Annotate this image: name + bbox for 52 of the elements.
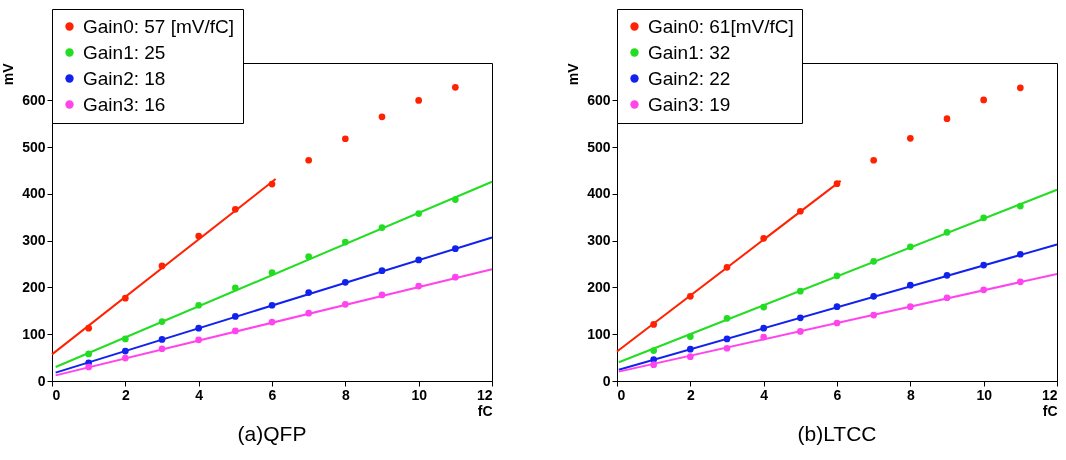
x-tick-label: 10 [411,386,428,403]
point [1016,84,1024,92]
legend-label: Gain2: 18 [83,67,166,89]
point [870,156,878,164]
x-tick-label: 4 [760,386,769,403]
point [378,113,386,121]
y-tick-label: 0 [37,372,46,389]
point [451,83,459,91]
y-tick-label: 600 [587,91,611,108]
y-tick-label: 0 [602,372,611,389]
point [305,156,313,164]
y-axis-title: mV [565,62,582,86]
legend-label: Gain1: 32 [648,41,731,63]
point [980,96,988,104]
y-tick-label: 500 [587,138,611,155]
x-tick-label: 8 [341,386,350,403]
text: (b)LTCC [797,422,877,445]
x-axis-title: fC [477,402,493,419]
x-tick-label: 0 [52,386,61,403]
legend-label: Gain0: 61[mV/fC] [648,15,794,37]
point [943,115,951,122]
y-tick-label: 400 [22,185,46,202]
x-tick-label: 0 [617,386,626,403]
legend-label: Gain3: 19 [648,93,731,115]
x-tick-label: 12 [1041,386,1058,403]
y-tick-label: 300 [587,232,611,249]
y-tick-label: 100 [22,325,46,342]
x-tick-label: 10 [976,386,993,403]
x-tick-label: 12 [476,386,493,403]
y-axis-title: mV [0,62,17,86]
y-tick-label: 600 [22,91,46,108]
point [341,135,349,143]
legend-label: Gain2: 22 [648,67,731,89]
point [906,134,914,142]
y-tick-label: 300 [22,232,46,249]
x-axis-title: fC [1042,402,1058,419]
x-tick-label: 4 [195,386,204,403]
y-tick-label: 100 [587,325,611,342]
x-tick-label: 8 [906,386,915,403]
text: (a)QFP [237,422,307,445]
point [415,97,423,104]
y-tick-label: 500 [22,138,46,155]
x-tick-label: 6 [268,386,277,403]
y-tick-label: 400 [587,185,611,202]
y-tick-label: 200 [22,278,46,295]
x-tick-label: 2 [686,386,695,403]
x-tick-label: 2 [121,386,130,403]
y-tick-label: 200 [587,278,611,295]
legend-label: Gain0: 57 [mV/fC] [83,15,235,37]
legend-label: Gain1: 25 [83,41,166,63]
x-tick-label: 6 [833,386,842,403]
legend-label: Gain3: 16 [83,93,166,115]
